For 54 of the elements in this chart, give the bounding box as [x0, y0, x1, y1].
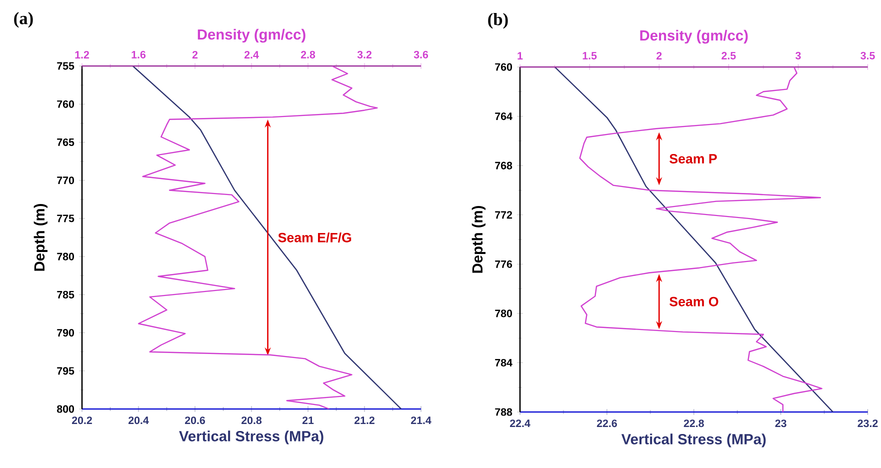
chart-title: (b) [488, 13, 508, 29]
x2-tick-label: 3.6 [414, 50, 428, 58]
y-tick-label: 770 [57, 176, 74, 184]
x2-tick-label: 2 [192, 51, 198, 58]
x2-tick-label: 3.5 [860, 52, 875, 60]
x2-tick-label: 1.2 [75, 51, 89, 58]
chart-title: (a) [14, 12, 33, 28]
y-tick-label: 760 [495, 63, 512, 71]
x-tick-label: 22.4 [510, 420, 530, 428]
y-tick-label: 790 [57, 329, 74, 337]
y-tick-label: 765 [57, 138, 74, 146]
x-tick-label: 21.2 [354, 416, 374, 424]
x-tick-label: 21.4 [411, 416, 432, 424]
annotation: Seam E/F/G [278, 232, 352, 242]
x-tick-label: 21 [302, 416, 314, 424]
x2-tick-label: 3 [795, 52, 801, 60]
x-tick-label: 20.2 [72, 416, 92, 424]
y-tick-label: 788 [495, 408, 512, 416]
y-tick-label: 768 [495, 162, 512, 170]
x2-axis-title: Density (gm/cc) [640, 30, 748, 44]
x-tick-label: 20.6 [185, 416, 205, 424]
x2-tick-label: 2.5 [722, 52, 736, 60]
x-tick-label: 22.8 [684, 420, 704, 428]
y-tick-label: 776 [495, 260, 512, 268]
y-axis-title: Depth (m) [472, 206, 486, 273]
y-tick-label: 775 [57, 214, 74, 222]
x2-tick-label: 2 [656, 52, 662, 60]
x2-tick-label: 2.4 [244, 51, 259, 58]
x-tick-label: 22.6 [596, 420, 617, 428]
annotation: Seam P [670, 154, 717, 164]
y-tick-label: 795 [57, 367, 74, 375]
x-tick-label: 20.4 [128, 416, 149, 424]
y-tick-label: 800 [56, 405, 74, 413]
x2-tick-label: 1.5 [582, 52, 597, 60]
y-tick-label: 784 [495, 358, 512, 366]
x2-axis-title: Density (gm/cc) [198, 28, 306, 43]
x2-tick-label: 3.2 [357, 50, 372, 58]
y-axis-title: Depth (m) [34, 204, 48, 271]
annotation: Seam O [670, 296, 718, 306]
y-tick-label: 755 [57, 62, 74, 70]
y-tick-label: 785 [57, 290, 74, 298]
y-tick-label: 764 [495, 112, 512, 120]
y-tick-label: 780 [57, 252, 74, 260]
x2-tick-label: 1 [518, 52, 523, 60]
x-axis-title: Vertical Stress (MPa) [179, 430, 324, 444]
x-tick-label: 23 [775, 420, 786, 428]
y-tick-label: 780 [495, 310, 512, 318]
x-tick-label: 20.8 [242, 416, 262, 424]
y-tick-label: 772 [495, 211, 512, 219]
x2-tick-label: 1.6 [132, 50, 146, 58]
y-tick-label: 760 [57, 100, 74, 108]
x-tick-label: 23.2 [858, 420, 878, 428]
x-axis-title: Vertical Stress (MPa) [621, 434, 766, 448]
x2-tick-label: 2.8 [300, 50, 316, 58]
